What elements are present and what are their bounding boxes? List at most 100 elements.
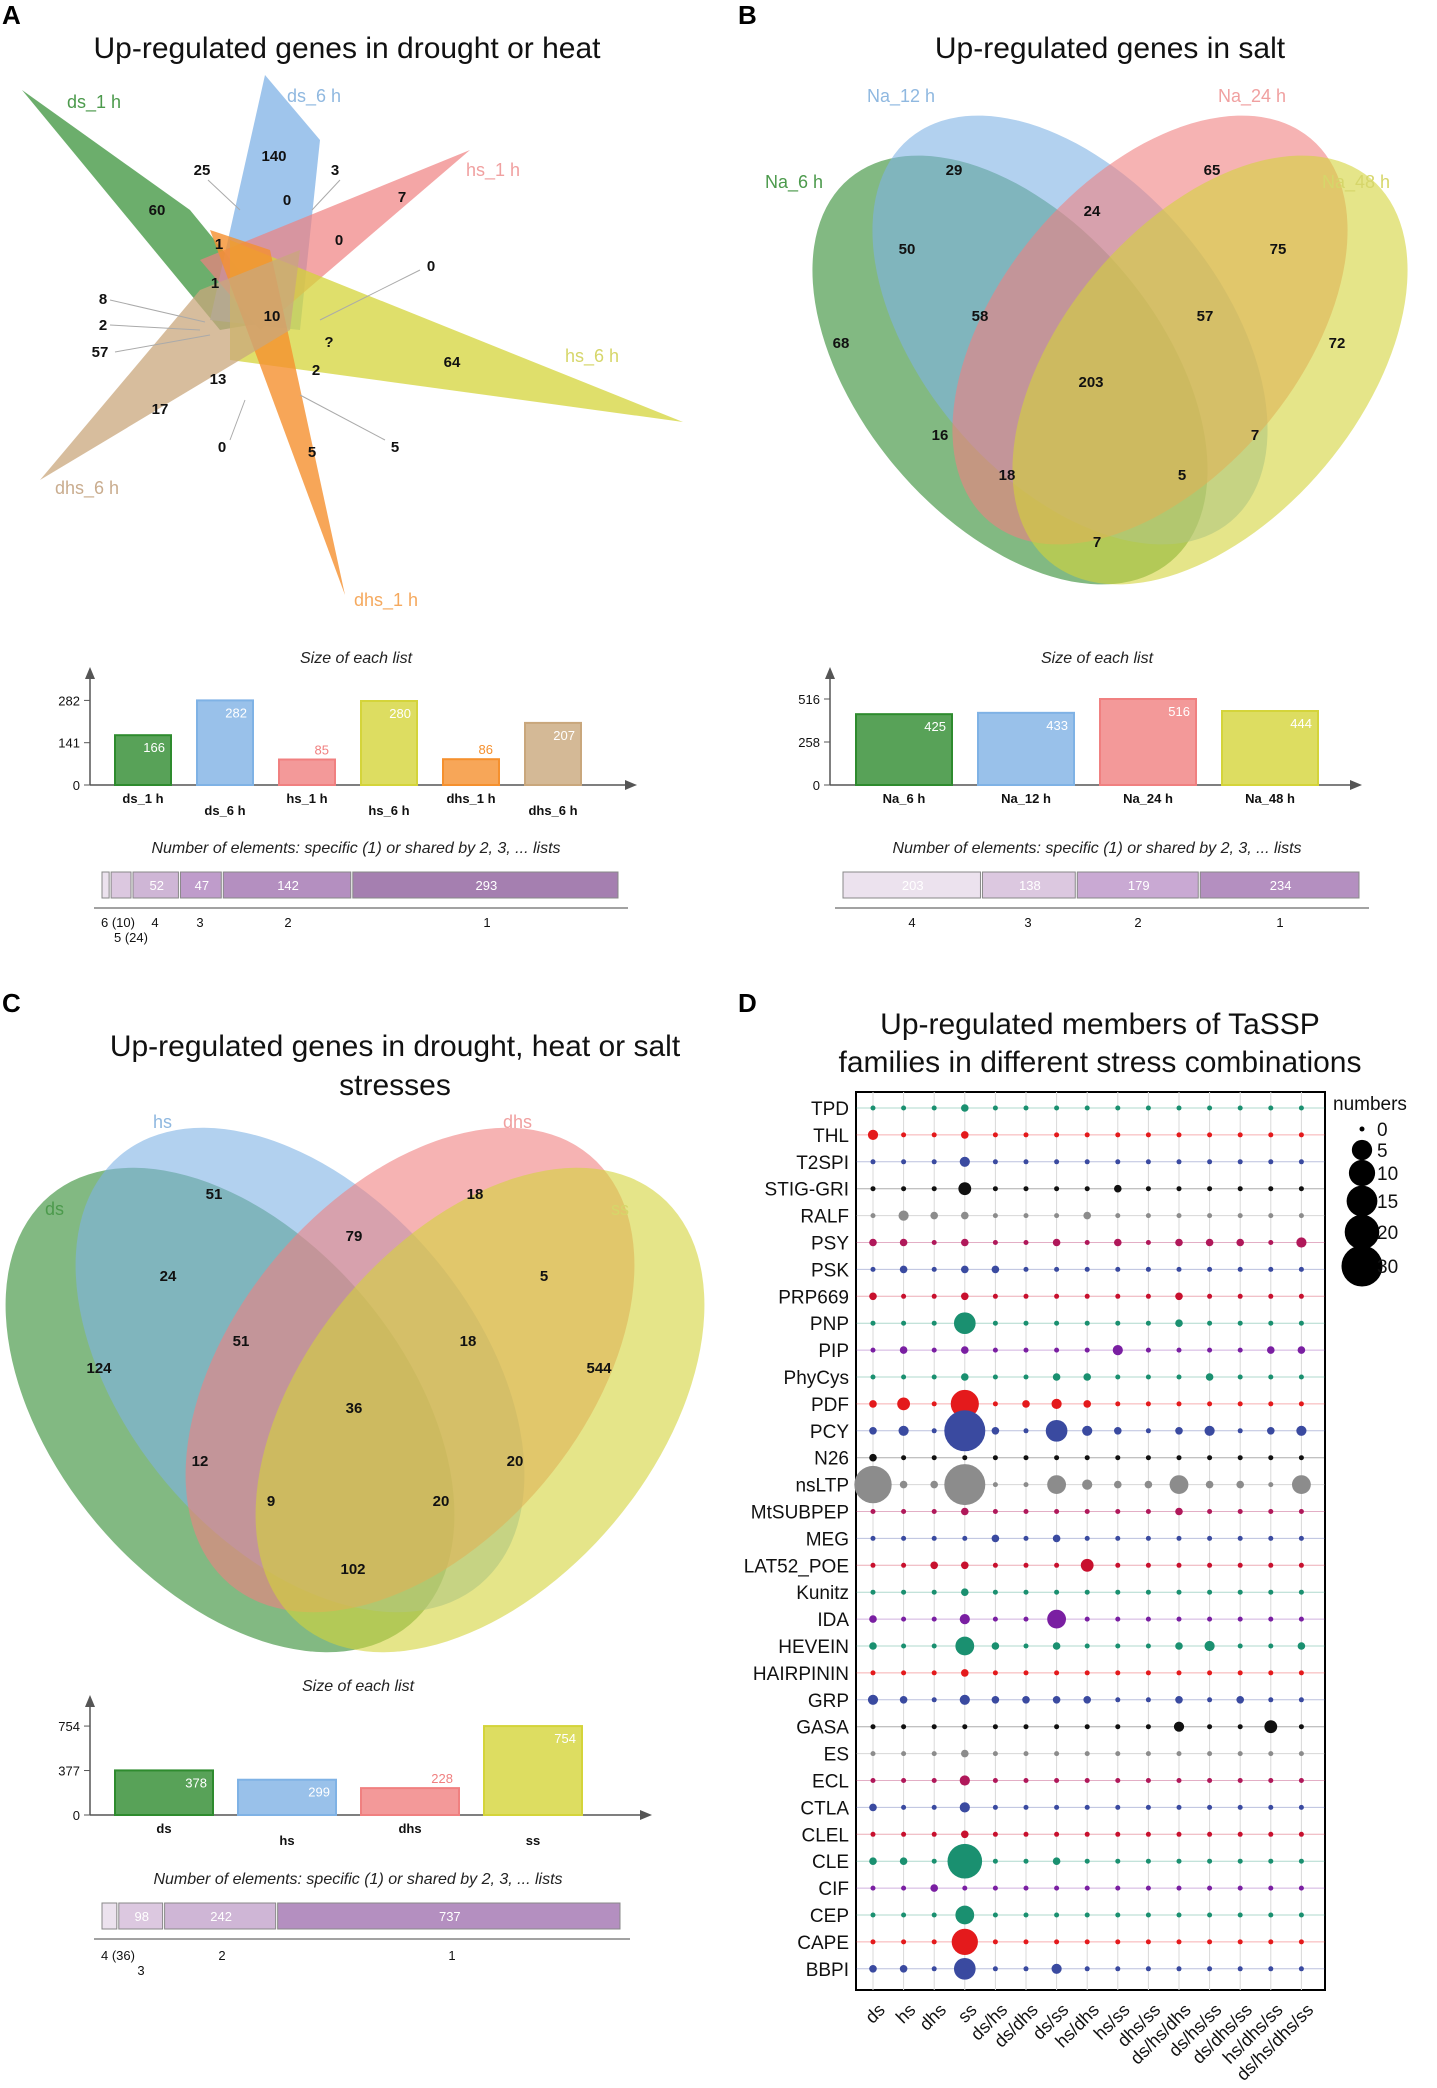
shared-bar: [222, 871, 352, 899]
venn-b-set-na-24h: Na_24 h: [1218, 86, 1286, 107]
dot: [1205, 1238, 1214, 1247]
category-label: ds_6 h: [204, 803, 245, 818]
dot: [959, 1775, 970, 1786]
dot: [1145, 1266, 1151, 1272]
dot: [1023, 1751, 1029, 1757]
venn-count: 58: [972, 308, 989, 325]
dot: [1298, 1320, 1304, 1326]
dot: [1176, 1347, 1182, 1353]
dot: [1175, 1642, 1183, 1650]
dot: [1084, 1831, 1090, 1837]
dotplot-row-label: PSY: [811, 1234, 849, 1255]
dot: [1054, 1885, 1060, 1891]
category-label: Na_48 h: [1245, 791, 1295, 806]
dot: [1298, 1535, 1304, 1541]
dot: [901, 1804, 907, 1810]
dot: [1115, 1858, 1121, 1864]
y-axis-arrow: [825, 667, 835, 679]
shared-bar: [981, 871, 1076, 899]
dot: [1207, 1724, 1213, 1730]
dot: [1237, 1266, 1243, 1272]
dot: [1023, 1643, 1029, 1649]
dot: [1115, 1509, 1121, 1514]
dot: [1268, 1240, 1274, 1245]
dot: [1298, 1966, 1304, 1972]
dotplot-row-label: RALF: [800, 1207, 849, 1228]
dot: [1054, 1778, 1060, 1783]
y-tick-label: 258: [798, 735, 820, 750]
dot: [1054, 1724, 1060, 1730]
dot: [992, 1670, 998, 1676]
dot: [1047, 1609, 1066, 1629]
dot: [1145, 1347, 1151, 1353]
shared-axis-label: 4: [151, 915, 158, 930]
dot: [901, 1320, 907, 1326]
y-tick-label: 377: [58, 1764, 80, 1779]
dot: [1173, 1721, 1185, 1732]
category-label: hs_1 h: [286, 791, 327, 806]
bar: [114, 1769, 214, 1817]
y-tick-label: 141: [58, 736, 80, 751]
venn-c-counts: 124 51 18 544 24 79 5 51 18 36 12 20 9 2…: [86, 1186, 612, 1578]
dotplot-row-label: T2SPI: [796, 1153, 849, 1174]
dot: [901, 1643, 907, 1649]
y-tick-label: 516: [798, 692, 820, 707]
leader-line: [109, 299, 206, 323]
leader-line: [311, 179, 341, 211]
dot: [1237, 1428, 1243, 1434]
chart-b-size-title: Size of each list: [1041, 650, 1154, 667]
dot: [991, 1696, 1000, 1704]
dot: [1145, 1831, 1151, 1837]
dot: [1023, 1616, 1029, 1622]
dot: [1207, 1562, 1213, 1568]
dot: [1292, 1475, 1311, 1494]
dot: [931, 1912, 937, 1918]
dot: [1054, 1320, 1060, 1326]
dot: [1145, 1751, 1151, 1757]
shared-axis-label: 2: [218, 1948, 225, 1963]
dot: [961, 1292, 969, 1301]
venn-a-shape-dhs-6h: [40, 250, 300, 480]
category-label: ds_1 h: [122, 791, 163, 806]
dot: [1051, 1963, 1062, 1974]
shared-axis-label: 4 (36): [101, 1948, 135, 1963]
dot: [1052, 1857, 1061, 1865]
venn-count: 0: [218, 439, 226, 456]
dot: [1022, 1400, 1030, 1408]
dot: [1115, 1912, 1121, 1918]
dot: [870, 1374, 876, 1380]
dot: [1207, 1213, 1213, 1219]
dot: [944, 1410, 986, 1452]
dot: [1176, 1562, 1182, 1568]
bar: [360, 1787, 460, 1816]
bar-value-label: 85: [315, 743, 329, 758]
dot: [1084, 1509, 1090, 1514]
dot: [931, 1939, 937, 1945]
dotplot-row-label: PSK: [811, 1260, 849, 1281]
dot: [1268, 1482, 1274, 1488]
dot: [992, 1347, 998, 1353]
dot: [1084, 1240, 1090, 1245]
dot: [961, 1669, 969, 1677]
dot: [870, 1266, 876, 1272]
dot: [1268, 1213, 1274, 1219]
dot: [870, 1724, 876, 1730]
dot: [901, 1455, 907, 1461]
venn-c-set-hs: hs: [153, 1112, 172, 1132]
dot: [1051, 1398, 1062, 1409]
dot: [1297, 1642, 1306, 1650]
dot: [1176, 1804, 1182, 1810]
dot: [931, 1347, 937, 1353]
dot: [1115, 1213, 1121, 1219]
dot: [1207, 1697, 1213, 1703]
dot: [1115, 1885, 1121, 1891]
dot: [1115, 1562, 1121, 1568]
dot: [869, 1615, 877, 1623]
dot: [1237, 1885, 1243, 1891]
dot: [931, 1670, 937, 1676]
dot: [1207, 1132, 1213, 1138]
dot: [1115, 1751, 1121, 1757]
dot: [1054, 1831, 1060, 1837]
panel-d-title-line1: Up-regulated members of TaSSP: [880, 1008, 1320, 1041]
dot: [1298, 1562, 1304, 1568]
